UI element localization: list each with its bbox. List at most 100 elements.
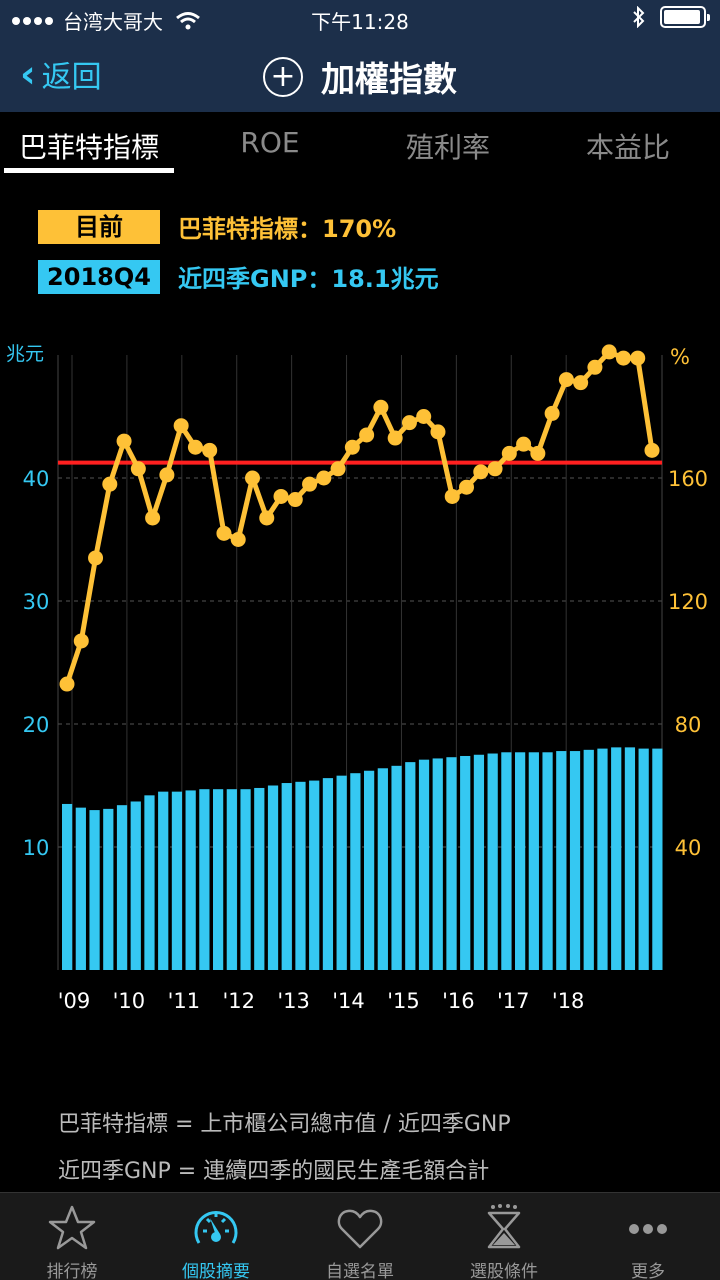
tab-dividend-yield[interactable]: 殖利率 <box>405 131 490 164</box>
tab-pe-ratio[interactable]: 本益比 <box>585 131 670 164</box>
gnp-bar <box>446 757 457 970</box>
tab-buffett-indicator[interactable]: 巴菲特指標 <box>18 131 159 164</box>
x-axis-tick: '09 <box>58 989 91 1013</box>
bluetooth-icon <box>633 6 645 28</box>
buffett-indicator-point <box>401 415 417 431</box>
gnp-bar <box>350 773 361 970</box>
gnp-bar <box>240 789 251 970</box>
current-badge: 目前 <box>38 209 160 244</box>
right-axis-tick: 160 <box>668 467 708 491</box>
buffett-indicator-point <box>59 676 75 692</box>
heart-icon <box>337 1209 383 1249</box>
buffett-indicator-point <box>644 442 660 458</box>
left-axis-unit: 兆元 <box>6 343 44 365</box>
gnp-bar <box>103 808 114 970</box>
buffett-indicator-point <box>416 409 432 424</box>
tabbar-stock-screener[interactable]: 選股條件 <box>432 1193 576 1280</box>
gnp-bar <box>75 807 86 970</box>
x-axis-tick: '10 <box>113 989 146 1013</box>
back-button[interactable]: ‹ 返回 <box>20 52 102 96</box>
buffett-indicator-point <box>430 424 446 440</box>
buffett-indicator-point <box>530 445 546 461</box>
buffett-indicator-point <box>344 439 360 455</box>
gnp-bar <box>89 810 100 970</box>
gnp-bar <box>611 747 622 970</box>
buffett-indicator-point <box>102 476 118 492</box>
x-axis-tick: '13 <box>277 989 310 1013</box>
chevron-left-icon: ‹ <box>20 52 36 96</box>
right-axis-unit: % <box>670 345 690 369</box>
gnp-bar <box>624 747 636 970</box>
right-axis-tick: 80 <box>675 713 702 737</box>
gnp-bar <box>213 789 224 970</box>
buffett-indicator-point <box>73 633 89 649</box>
x-axis-tick: '14 <box>332 989 365 1013</box>
tabbar-label: 更多 <box>631 1262 665 1280</box>
buffett-indicator-point <box>615 350 631 366</box>
hourglass-icon <box>487 1204 521 1249</box>
formula-line-2: 近四季GNP = 連續四季的國民生產毛額合計 <box>58 1159 490 1184</box>
gnp-bar <box>501 752 512 970</box>
buffett-indicator-point <box>573 375 589 391</box>
buffett-indicator-point <box>130 461 146 477</box>
gnp-bar <box>322 778 334 970</box>
left-axis-tick: 40 <box>23 467 50 491</box>
buffett-indicator-point <box>473 464 489 480</box>
status-bar: 台湾大哥大 下午11:28 <box>0 0 720 36</box>
right-axis-tick: 120 <box>668 590 708 614</box>
tabbar-ranking[interactable]: 排行榜 <box>0 1193 144 1280</box>
back-label: 返回 <box>41 60 102 95</box>
more-icon <box>629 1224 667 1234</box>
x-axis-tick: '12 <box>222 989 255 1013</box>
left-axis-tick: 20 <box>23 713 50 737</box>
gauge-icon <box>194 1211 238 1244</box>
buffett-indicator-point <box>373 399 389 415</box>
buffett-indicator-point <box>459 479 475 495</box>
period-info-row: 2018Q4 近四季GNP：18.1兆元 <box>38 259 439 294</box>
gnp-bar <box>556 751 567 970</box>
gnp-bar <box>171 791 183 970</box>
buffett-indicator-point <box>302 476 318 492</box>
tabbar-label: 排行榜 <box>46 1262 98 1280</box>
buffett-indicator-point <box>316 470 332 486</box>
buffett-indicator-point <box>159 467 175 483</box>
gnp-bar <box>473 754 485 970</box>
gnp-bar <box>144 795 155 970</box>
gnp-bar <box>391 765 402 970</box>
buffett-indicator-point <box>145 510 161 526</box>
gnp-bar <box>597 748 608 970</box>
tabbar-label: 自選名單 <box>326 1262 394 1280</box>
gnp-bar <box>295 781 306 970</box>
buffett-indicator-point <box>601 344 617 360</box>
buffett-indicator-point <box>116 433 132 449</box>
carrier-name: 台湾大哥大 <box>63 10 163 34</box>
buffett-indicator-point <box>359 427 375 443</box>
tabbar-stock-summary[interactable]: 個股摘要 <box>144 1193 288 1280</box>
nav-bar: ‹ 返回 + 加權指數 <box>0 36 720 112</box>
gnp-bar <box>254 787 265 970</box>
gnp-bar <box>309 780 320 970</box>
buffett-indicator-point <box>230 532 246 547</box>
wifi-icon <box>176 11 200 29</box>
gnp-bar <box>185 790 196 970</box>
buffett-indicator-point <box>387 430 403 446</box>
buffett-indicator-point <box>587 359 603 375</box>
gnp-bar <box>116 805 128 970</box>
gnp-bar <box>336 775 347 970</box>
buffett-indicator-point <box>501 445 517 461</box>
tabbar-more[interactable]: 更多 <box>576 1193 720 1280</box>
buffett-indicator-point <box>187 439 203 455</box>
segment-tabs: 巴菲特指標 ROE 殖利率 本益比 <box>0 112 720 178</box>
period-badge: 2018Q4 <box>38 259 160 294</box>
period-value: 近四季GNP：18.1兆元 <box>178 265 439 293</box>
tab-roe[interactable]: ROE <box>240 126 300 159</box>
gnp-bar <box>226 789 237 970</box>
battery-icon <box>660 6 710 28</box>
buffett-indicator-point <box>330 461 346 477</box>
page-title: 加權指數 <box>321 60 457 100</box>
buffett-indicator-point <box>544 405 560 421</box>
gnp-bar <box>487 753 498 970</box>
buffett-indicator-point <box>244 470 260 486</box>
add-watchlist-icon[interactable]: + <box>263 56 303 97</box>
tabbar-watchlist[interactable]: 自選名單 <box>288 1193 432 1280</box>
